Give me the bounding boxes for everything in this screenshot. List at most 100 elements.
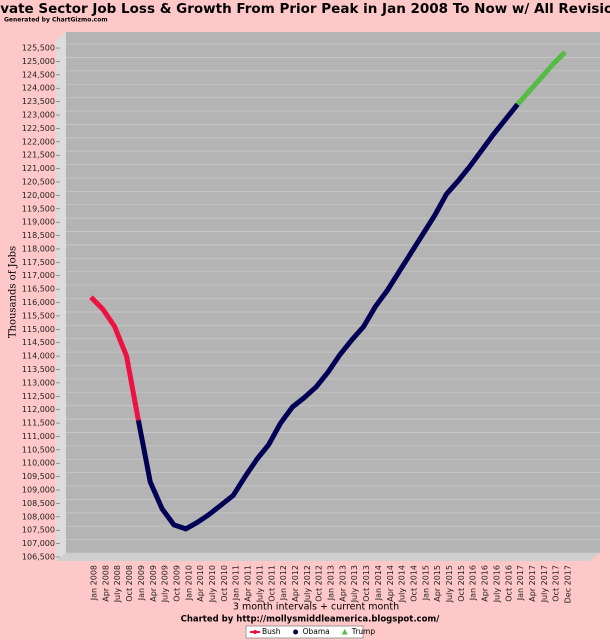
y-tick-label: 121,000 (22, 164, 55, 173)
y-tick-label: 120,000 (22, 191, 55, 200)
y-tick-label: 123,000 (22, 111, 55, 120)
x-tick-label: Apr 2013 (338, 565, 347, 602)
x-tick-label: Jan 2008 (90, 565, 99, 601)
legend-label: Bush (262, 627, 281, 636)
y-tick-label: 117,500 (22, 258, 55, 267)
y-tick-label: 107,500 (22, 526, 55, 535)
x-tick-label: Oct 2013 (362, 565, 371, 602)
y-tick-label: 117,000 (22, 271, 55, 280)
plot-area (66, 32, 600, 553)
legend-box (245, 625, 364, 639)
y-tick-label: 122,500 (22, 124, 55, 133)
x-tick-label: July 2015 (445, 565, 454, 603)
x-tick-label: Oct 2011 (267, 565, 276, 602)
x-tick-label: July 2010 (208, 565, 217, 603)
y-tick-label: 122,000 (22, 137, 55, 146)
y-tick-label: 116,500 (22, 285, 55, 294)
x-tick-label: Jan 2012 (279, 565, 288, 601)
x-tick-label: Dec 2017 (564, 565, 573, 603)
x-tick-label: July 2013 (350, 565, 359, 603)
lines (89, 50, 567, 532)
y-tick-label: 109,500 (22, 472, 55, 481)
x-tick-label: July 2016 (492, 565, 501, 603)
y-tick-label: 113,000 (22, 378, 55, 387)
credit: Charted by http://mollysmiddleamerica.bl… (181, 615, 441, 625)
x-tick-label: Jan 2009 (137, 565, 146, 601)
x-tick-label: Apr 2012 (291, 565, 300, 602)
x-tick-label: Apr 2015 (433, 565, 442, 602)
side-wall (56, 32, 66, 561)
legend-swatch (253, 630, 257, 634)
x-tick-label: Apr 2009 (149, 565, 158, 602)
y-tick-label: 111,500 (22, 419, 55, 428)
y-tick-label: 120,500 (22, 177, 55, 186)
x-tick-label: Apr 2011 (244, 565, 253, 602)
x-tick-label: Oct 2010 (220, 565, 229, 602)
x-tick-label: Jan 2016 (469, 565, 478, 601)
legend-swatch (341, 629, 348, 635)
x-tick-label: Jan 2017 (516, 565, 525, 601)
x-tick-label: July 2012 (303, 565, 312, 603)
series-line (135, 102, 520, 532)
y-tick-label: 111,000 (22, 432, 55, 441)
y-tick-label: 118,500 (22, 231, 55, 240)
x-tick-label: July 2014 (398, 565, 407, 603)
floor (56, 553, 600, 561)
y-tick-label: 109,000 (22, 486, 55, 495)
y-tick-label: 125,000 (22, 57, 55, 66)
x-tick-label: July 2017 (540, 565, 549, 603)
series-line (515, 50, 567, 106)
x-tick-label: Jan 2014 (374, 565, 383, 601)
x-tick-label: Oct 2009 (172, 565, 181, 602)
series-line (89, 295, 141, 421)
x-tick-label: Apr 2016 (481, 565, 490, 602)
y-tick-label: 108,000 (22, 512, 55, 521)
subtitle: Generated by ChartGizmo.com (4, 17, 108, 24)
x-tick-label: Oct 2015 (457, 565, 466, 602)
labels: 106,500 107,000 107,500 108,000 108,500 109,0… (22, 44, 573, 604)
y-axis-label: Thousands of Jobs (8, 246, 19, 338)
x-tick-label: July 2009 (161, 565, 170, 603)
x-tick-label: Apr 2008 (101, 565, 110, 602)
y-tick-label: 115,500 (22, 311, 55, 320)
grid (56, 43, 600, 558)
x-tick-label: July 2011 (255, 565, 264, 603)
y-tick-label: 116,000 (22, 298, 55, 307)
y-tick-label: 115,000 (22, 325, 55, 334)
y-tick-label: 125,500 (22, 44, 55, 53)
y-tick-label: 119,000 (22, 218, 55, 227)
y-tick-label: 112,000 (22, 405, 55, 414)
x-tick-label: Apr 2014 (386, 565, 395, 602)
legend-swatch (293, 629, 299, 635)
y-tick-label: 107,000 (22, 539, 55, 548)
y-tick-label: 110,500 (22, 445, 55, 454)
y-tick-label: 108,500 (22, 499, 55, 508)
y-tick-label: 110,000 (22, 459, 55, 468)
y-tick-label: 112,500 (22, 392, 55, 401)
y-tick-label: 106,500 (22, 553, 55, 562)
legend: Bush Obama Trump (250, 627, 375, 636)
y-tick-label: 121,500 (22, 151, 55, 160)
x-tick-label: Jan 2011 (232, 565, 241, 601)
x-tick-label: Oct 2016 (504, 565, 513, 602)
y-tick-label: 114,500 (22, 338, 55, 347)
y-tick-label: 124,500 (22, 70, 55, 79)
y-tick-label: 113,500 (22, 365, 55, 374)
chart-title: Private Sector Job Loss & Growth From Pr… (0, 1, 610, 17)
x-tick-label: Apr 2017 (528, 565, 537, 602)
y-tick-label: 119,500 (22, 204, 55, 213)
x-tick-label: Jan 2010 (184, 565, 193, 601)
x-tick-label: Oct 2012 (315, 565, 324, 602)
x-tick-label: Oct 2008 (125, 565, 134, 602)
x-tick-label: July 2008 (113, 565, 122, 603)
y-tick-label: 124,000 (22, 84, 55, 93)
y-tick-label: 118,000 (22, 244, 55, 253)
x-tick-label: Jan 2015 (421, 565, 430, 601)
x-axis-label: 3 month intervals + current month (233, 602, 399, 613)
x-tick-label: Oct 2017 (552, 565, 561, 602)
x-tick-label: Jan 2013 (327, 565, 336, 601)
y-tick-label: 123,500 (22, 97, 55, 106)
legend-label: Obama (303, 627, 330, 636)
